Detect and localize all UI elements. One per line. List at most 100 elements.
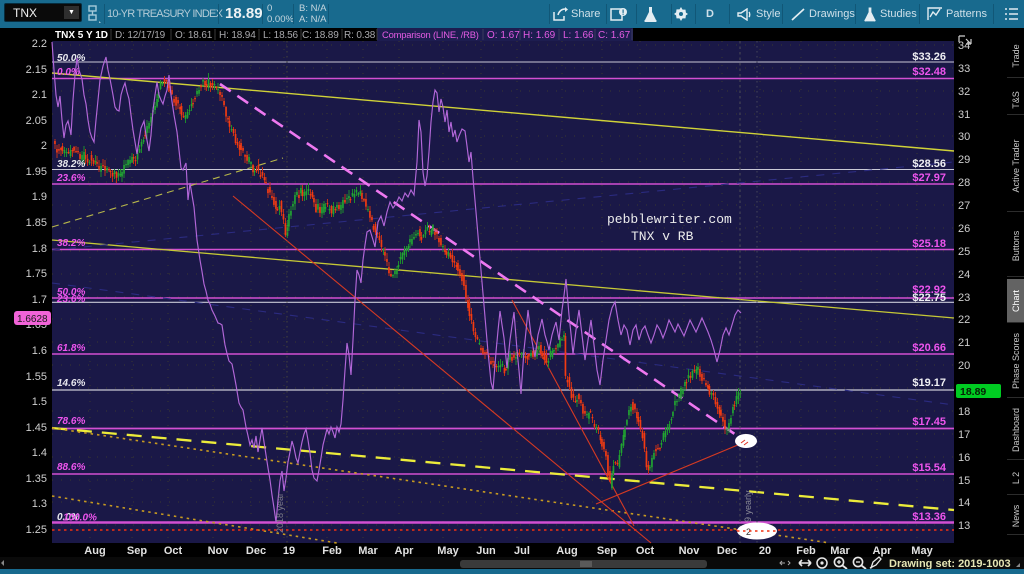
- svg-text:Apr: Apr: [395, 545, 415, 557]
- svg-text:C: 1.67: C: 1.67: [598, 30, 631, 41]
- svg-text:Aug: Aug: [84, 545, 105, 557]
- svg-text:R: 0.38: R: 0.38: [344, 30, 376, 41]
- svg-text:0.0%: 0.0%: [57, 512, 80, 523]
- svg-text:L: 1.66: L: 1.66: [563, 30, 594, 41]
- svg-text:D: 12/17/19: D: 12/17/19: [115, 30, 166, 41]
- svg-text:Jul: Jul: [514, 545, 530, 557]
- svg-text:$20.66: $20.66: [912, 342, 946, 354]
- svg-text:Oct: Oct: [636, 545, 655, 557]
- svg-text:50.0%: 50.0%: [57, 53, 85, 64]
- svg-text:$25.18: $25.18: [912, 238, 946, 250]
- svg-text:$22.75: $22.75: [912, 292, 946, 304]
- svg-text:TNX 5 Y 1D: TNX 5 Y 1D: [55, 30, 108, 41]
- svg-text:1.6: 1.6: [32, 345, 47, 357]
- svg-text:Sep: Sep: [597, 545, 617, 557]
- svg-text:2: 2: [746, 527, 751, 537]
- svg-text:17: 17: [958, 429, 970, 441]
- svg-text:28: 28: [958, 177, 970, 189]
- svg-text:Mar: Mar: [358, 545, 378, 557]
- svg-text:33: 33: [958, 63, 970, 75]
- svg-text:$32.48: $32.48: [912, 66, 946, 78]
- svg-text:1.55: 1.55: [26, 371, 47, 383]
- svg-text:$17.45: $17.45: [912, 416, 946, 428]
- svg-text:25: 25: [958, 246, 970, 258]
- svg-text:Oct: Oct: [164, 545, 183, 557]
- svg-text:pebblewriter.com: pebblewriter.com: [607, 212, 732, 227]
- svg-text:Jun: Jun: [476, 545, 496, 557]
- svg-text:1.25: 1.25: [26, 524, 47, 536]
- svg-text:100.0%: 100.0%: [63, 513, 97, 524]
- svg-text:H: 18.94: H: 18.94: [219, 30, 256, 41]
- svg-text:May: May: [437, 545, 459, 557]
- svg-text:1.85: 1.85: [26, 217, 47, 229]
- svg-text:2.2: 2.2: [32, 38, 47, 50]
- svg-text:14: 14: [958, 497, 970, 509]
- svg-text:Drawing set: 2019-1003: Drawing set: 2019-1003: [889, 558, 1011, 570]
- svg-text:Dec: Dec: [246, 545, 266, 557]
- svg-text:May: May: [911, 545, 933, 557]
- svg-text:24: 24: [958, 269, 970, 281]
- svg-text:1.7: 1.7: [32, 294, 47, 306]
- svg-text:50.0%: 50.0%: [57, 287, 85, 298]
- svg-text:23.6%: 23.6%: [56, 294, 85, 305]
- svg-text:Feb: Feb: [796, 545, 816, 557]
- svg-text:1.9: 1.9: [32, 191, 47, 203]
- svg-text:1.3: 1.3: [32, 498, 47, 510]
- svg-text:2.1: 2.1: [32, 89, 47, 101]
- svg-text:32: 32: [958, 86, 970, 98]
- svg-text:31: 31: [958, 109, 970, 121]
- svg-text:21: 21: [958, 337, 970, 349]
- svg-text:2.15: 2.15: [26, 64, 47, 76]
- svg-text:2: 2: [41, 140, 47, 152]
- svg-text:Feb: Feb: [322, 545, 342, 557]
- svg-text:61.8%: 61.8%: [57, 343, 85, 354]
- svg-text:1.35: 1.35: [26, 473, 47, 485]
- svg-text:$19.17: $19.17: [912, 377, 946, 389]
- svg-text:H: 1.69: H: 1.69: [523, 30, 556, 41]
- svg-text:2019 yearly: 2019 yearly: [743, 490, 753, 537]
- svg-text:Nov: Nov: [208, 545, 230, 557]
- svg-text:29: 29: [958, 154, 970, 166]
- svg-text:$15.54: $15.54: [912, 462, 947, 474]
- svg-text:20: 20: [759, 545, 771, 557]
- svg-text:30: 30: [958, 131, 970, 143]
- svg-text:22: 22: [958, 314, 970, 326]
- svg-text:0.0%: 0.0%: [57, 67, 80, 78]
- svg-text:2018 year: 2018 year: [275, 493, 285, 533]
- svg-text:$27.97: $27.97: [912, 172, 946, 184]
- svg-text:1.95: 1.95: [26, 166, 47, 178]
- svg-text:14.6%: 14.6%: [57, 378, 85, 389]
- svg-text:34: 34: [958, 40, 970, 52]
- svg-text:23: 23: [958, 292, 970, 304]
- svg-text:20: 20: [958, 360, 970, 372]
- svg-text:1.75: 1.75: [26, 268, 47, 280]
- svg-text:Nov: Nov: [679, 545, 701, 557]
- svg-text:Apr: Apr: [873, 545, 893, 557]
- svg-text:1.8: 1.8: [32, 243, 47, 255]
- svg-text:Mar: Mar: [830, 545, 850, 557]
- svg-text:O: 1.67: O: 1.67: [487, 30, 520, 41]
- svg-text:Dec: Dec: [717, 545, 737, 557]
- svg-text:1.5: 1.5: [32, 396, 47, 408]
- svg-text:$33.26: $33.26: [912, 51, 946, 63]
- svg-text:Comparison (LINE, /RB): Comparison (LINE, /RB): [382, 29, 479, 40]
- svg-text:1.4: 1.4: [32, 447, 47, 459]
- svg-text:18: 18: [958, 406, 970, 418]
- svg-text:Sep: Sep: [127, 545, 147, 557]
- svg-text:C: 18.89: C: 18.89: [302, 30, 339, 41]
- svg-text:O: 18.61: O: 18.61: [175, 30, 213, 41]
- svg-text:1.6628: 1.6628: [17, 314, 48, 325]
- svg-text:1.45: 1.45: [26, 422, 47, 434]
- svg-text:$13.36: $13.36: [912, 511, 946, 523]
- svg-text:2.05: 2.05: [26, 115, 47, 127]
- svg-text:15: 15: [958, 475, 970, 487]
- svg-text:23.6%: 23.6%: [56, 173, 85, 184]
- svg-text:16: 16: [958, 452, 970, 464]
- svg-text:26: 26: [958, 223, 970, 235]
- svg-text:19: 19: [283, 545, 295, 557]
- svg-text:38.2%: 38.2%: [57, 238, 85, 249]
- svg-text:$28.56: $28.56: [912, 158, 946, 170]
- svg-text:L: 18.56: L: 18.56: [263, 30, 299, 41]
- svg-text:27: 27: [958, 200, 970, 212]
- svg-text:88.6%: 88.6%: [57, 462, 85, 473]
